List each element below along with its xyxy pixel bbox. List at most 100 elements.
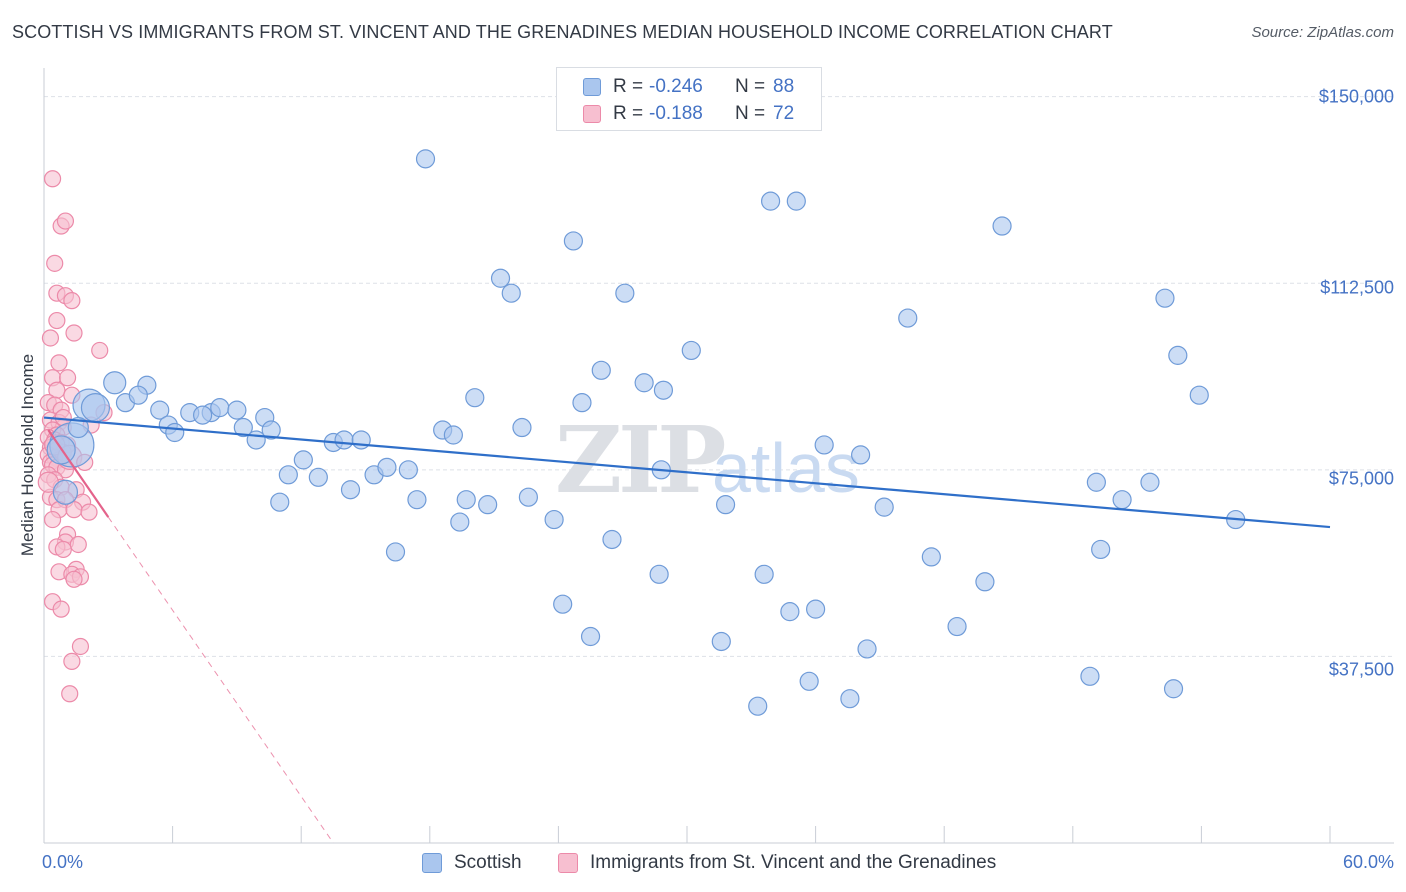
legend-n-label: N =: [735, 76, 766, 97]
immigrants-point: [65, 570, 83, 588]
bottom-legend-label: Immigrants from St. Vincent and the Gren…: [590, 852, 997, 873]
scottish-point: [615, 283, 635, 303]
scottish-points: [46, 149, 1246, 716]
source-label: Source: ZipAtlas.com: [1251, 24, 1394, 41]
scottish-point: [1163, 679, 1184, 699]
scottish-point: [52, 479, 79, 505]
scottish-point: [490, 268, 511, 288]
scottish-point: [103, 371, 127, 395]
gridlines: [44, 96, 1394, 657]
scottish-point: [518, 487, 538, 507]
scottish-point: [512, 417, 532, 438]
chart-title: SCOTTISH VS IMMIGRANTS FROM ST. VINCENT …: [12, 22, 1113, 42]
scottish-point: [478, 495, 498, 515]
scottish-point: [1168, 345, 1188, 365]
scottish-point: [602, 529, 622, 550]
scottish-trendline: [43, 416, 1331, 529]
watermark-zip: ZIP: [555, 406, 724, 514]
scottish-point: [634, 373, 654, 393]
scottish-point: [377, 457, 397, 477]
legend-r-value: -0.246: [649, 76, 703, 97]
scottish-point: [715, 495, 736, 515]
immigrants-point: [80, 503, 98, 521]
immigrants-point: [65, 324, 83, 342]
immigrants-point: [52, 600, 70, 618]
scottish-point: [754, 564, 774, 584]
scottish-point: [544, 509, 564, 530]
scottish-point: [443, 425, 463, 445]
y-tick-label: $37,500: [1328, 659, 1394, 680]
x-tick-right: 60.0%: [1342, 852, 1394, 872]
immigrants-point: [48, 311, 66, 330]
scottish-point: [456, 490, 476, 510]
scottish-point: [1189, 385, 1209, 405]
scottish-point: [748, 696, 768, 716]
immigrants-point: [43, 510, 62, 529]
bottom-legend-swatch-pink: [558, 853, 578, 873]
scottish-point: [278, 465, 298, 485]
legend-r-label: R =: [613, 103, 644, 124]
scottish-point: [193, 405, 213, 425]
immigrants-point: [58, 369, 77, 387]
scottish-point: [681, 340, 701, 361]
scottish-point: [415, 149, 436, 169]
immigrants-point: [54, 540, 72, 559]
scottish-point: [851, 445, 871, 465]
scottish-point: [760, 191, 781, 211]
scottish-point: [227, 400, 247, 420]
scottish-point: [992, 216, 1012, 236]
scottish-point: [1086, 472, 1106, 492]
legend-n-label: N =: [735, 103, 766, 124]
scottish-point: [233, 417, 253, 438]
scottish-point: [780, 602, 800, 622]
watermark: ZIP atlas: [555, 406, 860, 514]
watermark-atlas: atlas: [712, 429, 860, 507]
scottish-point: [1112, 490, 1132, 510]
scottish-point: [80, 393, 111, 423]
scottish-point: [857, 639, 877, 659]
immigrants-point: [46, 254, 64, 272]
immigrants-point: [91, 341, 109, 360]
immigrants-point: [41, 329, 60, 347]
legend-row-scottish: R = -0.246 N = 88: [557, 73, 821, 101]
immigrants-trendline: [47, 429, 110, 518]
scottish-point: [591, 360, 611, 380]
scottish-point: [165, 422, 185, 443]
bottom-legend-swatch-blue: [422, 853, 442, 873]
scottish-point: [711, 631, 731, 652]
scottish-point: [385, 542, 406, 562]
immigrants-trendline-extension: [107, 516, 334, 844]
scottish-point: [67, 416, 89, 439]
scottish-point: [261, 420, 281, 440]
scottish-point: [270, 492, 290, 512]
scottish-point: [786, 191, 806, 211]
scottish-point: [150, 400, 170, 420]
scottish-point: [975, 572, 995, 592]
immigrants-point: [71, 637, 90, 656]
y-axis-title: Median Household Income: [18, 353, 37, 557]
scottish-point: [308, 467, 328, 487]
scottish-point: [1155, 288, 1175, 308]
scottish-point: [1091, 539, 1111, 560]
scottish-point: [1080, 666, 1100, 686]
legend-row-immigrants: R = -0.188 N = 72: [557, 100, 821, 128]
scottish-point: [553, 594, 573, 614]
immigrants-point: [63, 652, 81, 670]
scottish-point: [653, 380, 674, 400]
legend-swatch-pink: [583, 105, 601, 123]
scottish-point: [874, 497, 894, 517]
scottish-point: [649, 564, 669, 584]
scottish-point: [947, 616, 967, 637]
scottish-point: [840, 689, 860, 709]
scottish-point: [563, 231, 584, 251]
scottish-point: [210, 398, 230, 418]
immigrants-point: [61, 685, 79, 703]
legend-r-label: R =: [613, 76, 644, 97]
scottish-point: [921, 547, 941, 567]
scottish-point: [580, 626, 601, 647]
scottish-point: [1140, 472, 1160, 492]
trendlines: [43, 416, 1331, 844]
scottish-point: [501, 283, 521, 303]
immigrants-point: [63, 292, 81, 310]
